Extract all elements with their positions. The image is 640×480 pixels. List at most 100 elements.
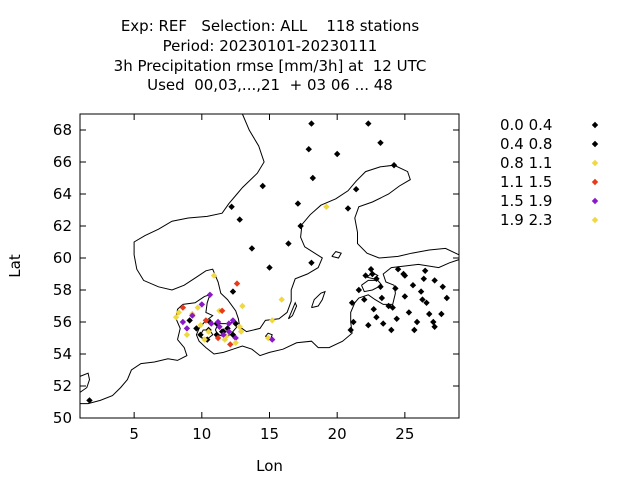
data-point-series-0 — [373, 314, 380, 321]
data-point-series-0 — [248, 245, 256, 252]
data-point-series-4 — [225, 328, 233, 335]
gotland-island — [311, 290, 326, 309]
data-point-series-0 — [378, 294, 386, 302]
data-point-series-2 — [239, 302, 246, 310]
legend-entry-label: 0.4 0.8 — [500, 135, 553, 153]
data-points — [86, 120, 599, 404]
data-point-series-0 — [266, 264, 273, 271]
scandinavia-coast — [133, 113, 460, 333]
data-point-series-0 — [305, 146, 312, 153]
data-point-series-3 — [202, 317, 210, 324]
data-point-series-0 — [426, 310, 433, 318]
data-point-series-0 — [297, 222, 304, 230]
data-point-series-4 — [208, 320, 215, 327]
data-point-series-0 — [392, 285, 399, 292]
aland-islands — [331, 251, 342, 259]
data-point-series-2 — [323, 203, 330, 210]
data-point-series-0 — [431, 323, 438, 330]
data-point-series-0 — [385, 302, 392, 310]
data-point-series-0 — [370, 306, 377, 313]
data-point-series-4 — [183, 325, 191, 332]
data-point-series-0 — [367, 266, 375, 273]
data-point-series-0 — [419, 296, 426, 303]
x-tick-label: 25 — [395, 425, 414, 443]
data-point-series-4 — [216, 323, 223, 330]
data-point-series-2 — [183, 331, 191, 338]
data-point-series-0 — [333, 150, 341, 158]
data-point-series-0 — [193, 325, 200, 332]
data-point-series-4 — [269, 336, 276, 343]
data-point-series-3 — [233, 280, 241, 287]
data-point-series-4 — [225, 320, 233, 327]
data-point-series-2 — [278, 296, 285, 303]
data-point-series-5 — [232, 339, 239, 346]
legend-entry-label: 1.5 1.9 — [500, 192, 553, 210]
data-point-series-2 — [210, 272, 218, 279]
data-point-series-0 — [413, 318, 421, 326]
data-point-series-0 — [431, 277, 438, 284]
data-point-series-3 — [179, 304, 187, 311]
data-point-series-1 — [229, 288, 237, 295]
data-point-series-4 — [214, 318, 222, 326]
data-point-series-0 — [236, 216, 243, 223]
data-point-series-0 — [347, 326, 354, 334]
x-axis-label: Lon — [256, 457, 283, 475]
data-point-series-0 — [294, 200, 302, 207]
data-point-series-2 — [194, 304, 201, 311]
coastline-map — [79, 113, 460, 405]
data-point-series-0 — [369, 270, 376, 278]
data-point-series-0 — [308, 259, 315, 266]
chart-title-line-1: Exp: REF Selection: ALL 118 stations — [120, 17, 420, 35]
data-point-series-0 — [309, 174, 317, 182]
data-point-series-0 — [350, 318, 357, 326]
data-point-series-0 — [377, 283, 384, 290]
axis-labels: Lon Lat — [6, 254, 283, 475]
data-point-series-5 — [175, 309, 183, 316]
data-point-series-0 — [352, 186, 360, 193]
data-point-series-4 — [206, 291, 214, 298]
netherlands-coast — [80, 339, 188, 405]
data-point-series-0 — [365, 120, 372, 127]
data-point-series-0 — [228, 203, 235, 210]
data-point-series-5 — [205, 328, 212, 335]
uk-coast — [79, 372, 91, 393]
data-point-series-4 — [198, 301, 206, 308]
data-point-series-0 — [411, 326, 418, 334]
data-point-series-0 — [361, 296, 368, 303]
funen-island — [200, 329, 214, 339]
data-point-series-0 — [417, 288, 425, 295]
data-point-series-4 — [232, 334, 239, 342]
legend-marker — [591, 178, 599, 186]
y-tick-label: 60 — [53, 249, 72, 267]
y-tick-label: 52 — [53, 377, 72, 395]
data-point-series-0 — [380, 320, 387, 327]
data-point-series-0 — [362, 272, 369, 279]
data-point-series-5 — [221, 336, 229, 343]
legend-marker — [591, 140, 599, 148]
data-point-series-2 — [172, 314, 180, 321]
y-axis-label: Lat — [6, 254, 24, 278]
data-point-series-0 — [394, 266, 402, 273]
data-point-series-0 — [420, 275, 428, 282]
data-point-series-0 — [393, 315, 400, 322]
y-tick-label: 50 — [53, 409, 72, 427]
legend-entry-label: 0.8 1.1 — [500, 154, 553, 172]
data-point-series-0 — [405, 309, 413, 316]
data-point-series-0 — [259, 182, 266, 190]
data-point-series-0 — [285, 240, 292, 247]
data-point-series-0 — [86, 397, 93, 404]
y-tick-label: 54 — [53, 345, 72, 363]
axis-ticks: 5 10 15 20 25 50 52 54 56 58 60 62 64 66 68 — [53, 114, 459, 443]
data-point-series-3 — [214, 334, 222, 342]
data-point-series-2 — [201, 336, 208, 343]
x-tick-label: 10 — [192, 425, 211, 443]
y-tick-label: 64 — [53, 185, 72, 203]
data-point-series-4 — [229, 317, 237, 324]
chart-title-line-4: Used 00,03,...,21 + 03 06 ... 48 — [147, 76, 393, 94]
jutland-coast — [175, 259, 460, 357]
legend-marker — [591, 197, 599, 205]
legend-entry-label: 1.9 2.3 — [500, 211, 553, 229]
data-point-series-1 — [186, 317, 193, 324]
data-point-series-0 — [344, 205, 352, 212]
